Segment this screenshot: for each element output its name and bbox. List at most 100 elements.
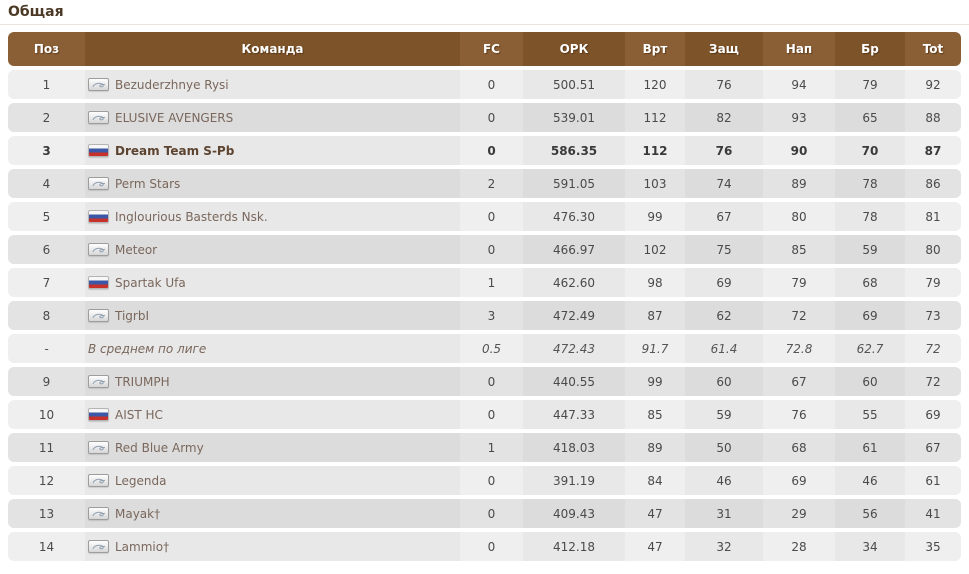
cell-vrt: 112: [643, 110, 667, 125]
cell-fc: 0: [487, 506, 496, 521]
team-link[interactable]: Lammio†: [115, 539, 170, 554]
generic-flag-icon: [88, 474, 109, 487]
generic-flag-icon: [88, 243, 109, 256]
cell-zash: 76: [685, 136, 763, 165]
table-row: 3 Dream Team S-Pb 0 586.35 112 76 90 70 …: [8, 136, 961, 165]
table-row: 13 Mayak† 0 409.43 47 31 29 56 41: [8, 499, 961, 528]
team-link[interactable]: TRIUMPH: [115, 374, 170, 389]
cell-pos: 9: [42, 374, 51, 389]
cell-fc: 0: [487, 539, 496, 554]
cell-br: 78: [835, 202, 905, 231]
table-row: 5 Inglourious Basterds Nsk. 0 476.30 99 …: [8, 202, 961, 231]
cell-vrt: 99: [647, 374, 663, 389]
column-header-opk: ОРК: [523, 32, 625, 66]
cell-opk: 472.43: [523, 334, 625, 363]
cell-pos: 1: [42, 77, 51, 92]
table-row: 1 Bezuderzhnye Rysi 0 500.51 120 76 94 7…: [8, 70, 961, 99]
cell-tot: 72: [925, 341, 941, 356]
cell-pos: 13: [38, 506, 55, 521]
cell-vrt: 112: [642, 143, 668, 158]
cell-team: AIST HC: [85, 400, 460, 429]
team-link[interactable]: Legenda: [115, 473, 167, 488]
cell-nap: 29: [791, 506, 807, 521]
cell-opk: 586.35: [523, 136, 625, 165]
team-link[interactable]: Bezuderzhnye Rysi: [115, 77, 229, 92]
cell-pos: 4: [42, 176, 51, 191]
cell-br: 62.7: [835, 334, 905, 363]
team-link[interactable]: Inglourious Basterds Nsk.: [115, 209, 268, 224]
table-row: 9 TRIUMPH 0 440.55 99 60 67 60 72: [8, 367, 961, 396]
cell-pos: 3: [42, 143, 51, 158]
team-link[interactable]: ELUSIVE AVENGERS: [115, 110, 234, 125]
cell-pos: 8: [42, 308, 51, 323]
cell-vrt: 102: [643, 242, 667, 257]
cell-zash: 82: [685, 103, 763, 132]
cell-nap: 89: [791, 176, 807, 191]
cell-vrt: 85: [647, 407, 663, 422]
cell-br: 70: [835, 136, 905, 165]
cell-tot: 92: [925, 77, 941, 92]
table-header-row: Поз Команда FC ОРК Врт Защ Нап Бр Tot: [8, 32, 961, 66]
generic-flag-icon: [88, 111, 109, 124]
cell-tot: 67: [925, 440, 941, 455]
table-row: 8 TigrbI 3 472.49 87 62 72 69 73: [8, 301, 961, 330]
cell-nap: 28: [791, 539, 807, 554]
cell-pos: 7: [42, 275, 51, 290]
cell-team: Mayak†: [85, 499, 460, 528]
cell-opk: 440.55: [523, 367, 625, 396]
cell-team: ELUSIVE AVENGERS: [85, 103, 460, 132]
team-link[interactable]: Perm Stars: [115, 176, 181, 191]
title-divider: [0, 24, 969, 25]
team-link[interactable]: AIST HC: [115, 407, 163, 422]
cell-zash: 59: [685, 400, 763, 429]
team-link[interactable]: Dream Team S-Pb: [115, 143, 235, 158]
generic-flag-icon: [88, 177, 109, 190]
cell-br: 78: [835, 169, 905, 198]
cell-team: TRIUMPH: [85, 367, 460, 396]
cell-team: Meteor: [85, 235, 460, 264]
cell-nap: 85: [791, 242, 807, 257]
column-header-vrt: Врт: [625, 32, 685, 66]
team-link[interactable]: TigrbI: [115, 308, 150, 323]
cell-zash: 69: [685, 268, 763, 297]
standings-table: Поз Команда FC ОРК Врт Защ Нап Бр Tot 1 …: [8, 32, 961, 561]
table-row: 10 AIST HC 0 447.33 85 59 76 55 69: [8, 400, 961, 429]
cell-zash: 60: [685, 367, 763, 396]
generic-flag-icon: [88, 540, 109, 553]
team-link[interactable]: Red Blue Army: [115, 440, 204, 455]
russia-flag-icon: [88, 408, 109, 421]
cell-tot: 61: [925, 473, 941, 488]
cell-tot: 73: [925, 308, 941, 323]
cell-opk: 462.60: [523, 268, 625, 297]
cell-nap: 72: [791, 308, 807, 323]
cell-zash: 75: [685, 235, 763, 264]
cell-team: Lammio†: [85, 532, 460, 561]
generic-flag-icon: [88, 309, 109, 322]
cell-fc: 0: [487, 374, 496, 389]
column-header-zash: Защ: [685, 32, 763, 66]
column-header-team: Команда: [85, 32, 460, 66]
cell-br: 46: [835, 466, 905, 495]
team-link[interactable]: Spartak Ufa: [115, 275, 186, 290]
cell-br: 55: [835, 400, 905, 429]
cell-team: Perm Stars: [85, 169, 460, 198]
team-link[interactable]: Mayak†: [115, 506, 161, 521]
table-row: 2 ELUSIVE AVENGERS 0 539.01 112 82 93 65…: [8, 103, 961, 132]
cell-nap: 94: [791, 77, 807, 92]
cell-team: Inglourious Basterds Nsk.: [85, 202, 460, 231]
cell-vrt: 103: [643, 176, 667, 191]
table-row: 7 Spartak Ufa 1 462.60 98 69 79 68 79: [8, 268, 961, 297]
cell-opk: 418.03: [523, 433, 625, 462]
team-link[interactable]: В среднем по лиге: [88, 341, 207, 356]
cell-br: 61: [835, 433, 905, 462]
cell-pos: 6: [42, 242, 51, 257]
cell-zash: 50: [685, 433, 763, 462]
team-link[interactable]: Meteor: [115, 242, 158, 257]
generic-flag-icon: [88, 375, 109, 388]
cell-nap: 68: [791, 440, 807, 455]
cell-br: 68: [835, 268, 905, 297]
cell-nap: 72.8: [785, 341, 813, 356]
cell-team: Legenda: [85, 466, 460, 495]
column-header-br: Бр: [835, 32, 905, 66]
cell-zash: 61.4: [685, 334, 763, 363]
